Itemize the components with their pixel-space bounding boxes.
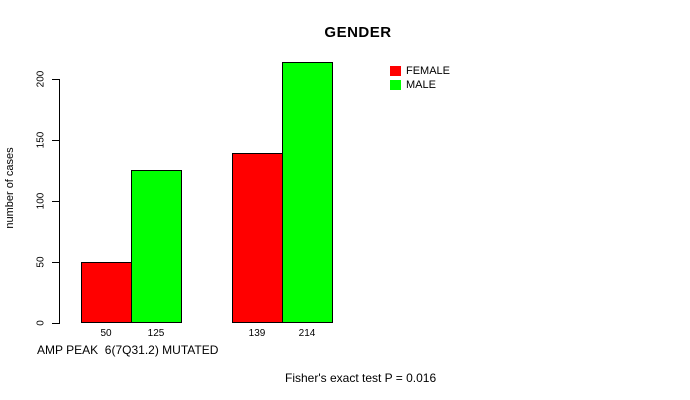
y-axis-tick [52,262,59,263]
bar-male-group-2 [282,62,333,323]
legend-label: MALE [406,79,436,91]
legend-item-female: FEMALE [390,65,450,77]
bar-value-label: 50 [100,328,112,339]
legend: FEMALE MALE [390,65,450,91]
bar-value-label: 125 [147,328,165,339]
y-axis-label: number of cases [4,147,16,229]
annotation-text: Fisher's exact test P = 0.016 [285,371,437,385]
y-axis-tick [52,201,59,202]
y-axis-tick [52,323,59,324]
y-tick-label: 0 [35,320,47,326]
chart-title: GENDER [324,24,392,41]
bar-female-group-2 [232,153,283,323]
y-axis-tick [52,140,59,141]
y-tick-label: 100 [35,192,47,210]
legend-swatch-female [390,66,401,76]
y-axis-line [59,79,60,324]
x-axis-label: AMP PEAK 6(7Q31.2) MUTATED [37,343,219,357]
y-tick-label: 150 [35,131,47,149]
legend-swatch-male [390,80,401,90]
bar-male-group-1 [131,170,182,323]
bar-value-label: 214 [298,328,316,339]
bar-female-group-1 [81,262,132,323]
y-tick-label: 200 [35,70,47,88]
legend-item-male: MALE [390,79,450,91]
y-tick-label: 50 [35,256,47,268]
y-axis-tick [52,79,59,80]
bar-value-label: 139 [248,328,266,339]
legend-label: FEMALE [406,65,451,77]
